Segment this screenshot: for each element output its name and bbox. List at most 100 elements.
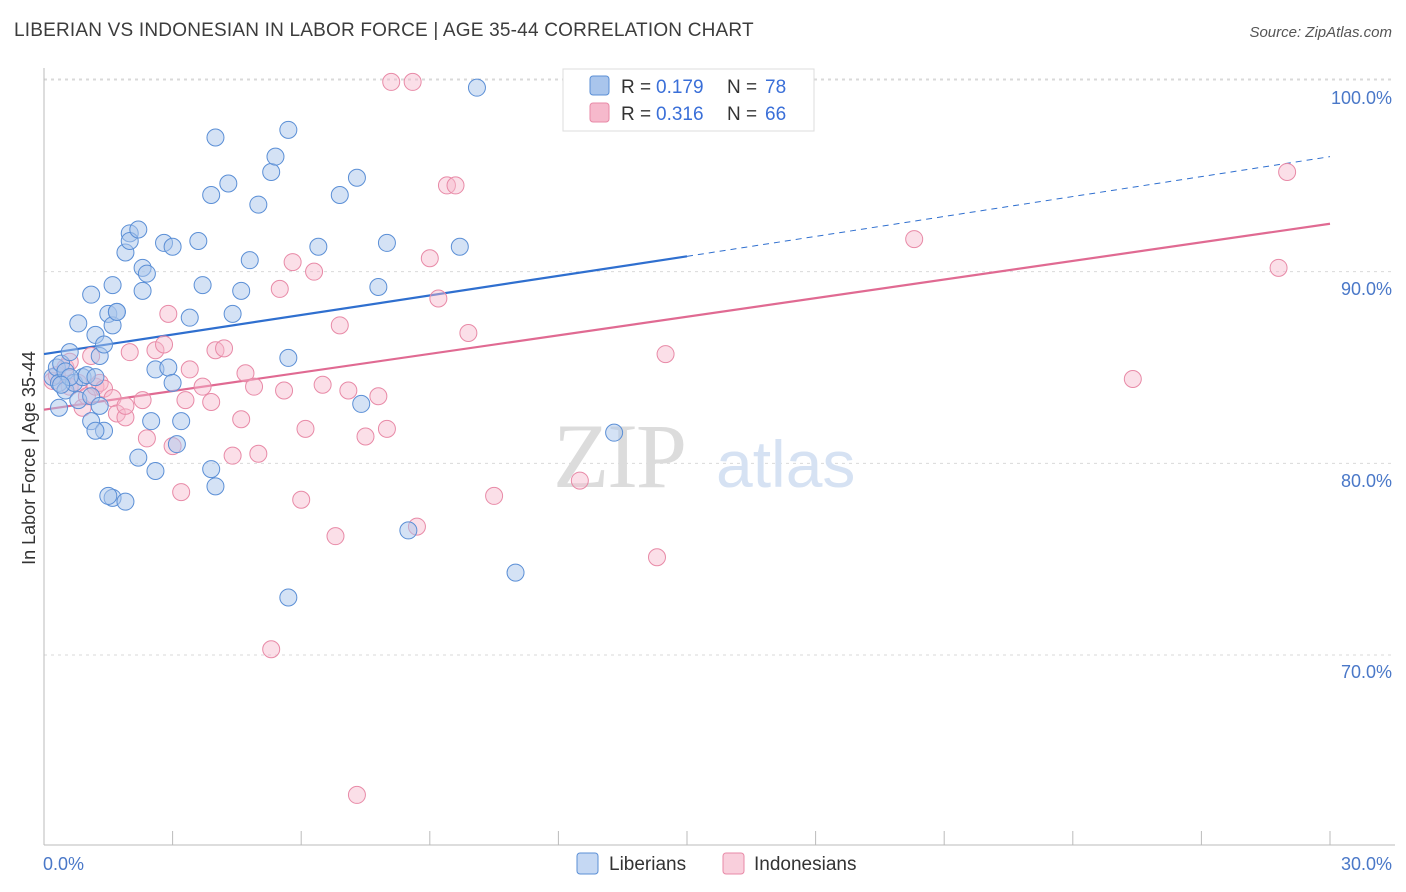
point-indonesians	[382, 72, 401, 91]
point-indonesians	[356, 427, 375, 446]
point-liberians	[347, 168, 366, 187]
y-tick-label: 90.0%	[1341, 279, 1392, 299]
point-liberians	[240, 251, 259, 270]
point-liberians	[52, 375, 71, 394]
point-liberians	[377, 233, 396, 252]
point-indonesians	[146, 341, 165, 360]
point-indonesians	[296, 419, 315, 438]
point-liberians	[50, 398, 69, 417]
point-liberians	[69, 314, 88, 333]
point-liberians	[180, 308, 199, 327]
point-indonesians	[176, 391, 195, 410]
y-tick-label: 100.0%	[1331, 88, 1392, 108]
point-liberians	[223, 304, 242, 323]
x-tick-label-max: 30.0%	[1341, 854, 1392, 874]
point-liberians	[206, 128, 225, 147]
point-liberians	[202, 186, 221, 204]
point-indonesians	[485, 486, 504, 505]
point-indonesians	[236, 364, 255, 383]
point-indonesians	[270, 279, 289, 298]
point-liberians	[232, 281, 251, 300]
point-indonesians	[330, 316, 349, 335]
point-liberians	[129, 448, 148, 467]
y-tick-label: 80.0%	[1341, 471, 1392, 491]
point-indonesians	[420, 249, 439, 268]
legend-r-label: R =	[621, 77, 651, 98]
stats-legend: R = 0.179 N = 78 R = 0.316 N = 66	[562, 68, 815, 132]
point-indonesians	[232, 410, 251, 429]
point-liberians	[90, 396, 109, 415]
point-liberians	[279, 120, 298, 139]
point-liberians	[330, 186, 349, 204]
point-indonesians	[905, 230, 924, 249]
point-liberians	[159, 358, 178, 377]
point-liberians	[133, 281, 152, 300]
point-indonesians	[133, 391, 152, 410]
point-indonesians	[459, 324, 478, 342]
point-liberians	[399, 521, 418, 540]
legend-swatch-indonesians	[589, 102, 610, 123]
point-liberians	[262, 163, 281, 181]
trend-line-liberians-extension	[686, 156, 1331, 257]
point-liberians	[193, 276, 212, 295]
point-indonesians	[339, 381, 358, 400]
point-liberians	[107, 302, 126, 321]
point-indonesians	[215, 339, 234, 358]
point-liberians	[103, 276, 122, 295]
trend-layer	[43, 156, 1331, 411]
trend-line-liberians	[43, 255, 688, 356]
point-liberians	[309, 237, 328, 256]
point-liberians	[266, 147, 285, 166]
x-tick-label-min: 0.0%	[43, 854, 84, 874]
point-indonesians	[292, 490, 311, 509]
axes-layer	[43, 68, 1395, 846]
point-indonesians	[249, 444, 268, 463]
source-credit: Source: ZipAtlas.com	[1249, 24, 1392, 41]
legend-swatch-indonesians	[722, 852, 745, 875]
point-indonesians	[245, 377, 264, 396]
point-indonesians	[172, 483, 191, 502]
legend-swatch-liberians	[576, 852, 599, 875]
point-indonesians	[369, 387, 388, 406]
point-indonesians	[262, 640, 281, 659]
point-liberians	[279, 588, 298, 607]
point-indonesians	[193, 377, 212, 396]
point-indonesians	[377, 419, 396, 438]
chart-title: LIBERIAN VS INDONESIAN IN LABOR FORCE | …	[14, 20, 754, 41]
point-liberians	[60, 343, 79, 362]
point-indonesians	[656, 345, 675, 364]
point-indonesians	[202, 393, 221, 411]
legend-n-value: 66	[765, 104, 786, 125]
point-liberians	[146, 462, 165, 480]
point-indonesians	[403, 72, 422, 91]
legend-r-value: 0.316	[656, 104, 704, 125]
point-liberians	[450, 237, 469, 256]
points-liberians	[43, 78, 624, 607]
point-indonesians	[647, 548, 666, 567]
point-liberians	[206, 477, 225, 496]
point-liberians	[605, 423, 624, 442]
point-liberians	[167, 435, 186, 454]
point-indonesians	[283, 253, 302, 272]
point-indonesians	[116, 396, 135, 415]
y-tick-label: 70.0%	[1341, 662, 1392, 682]
point-indonesians	[223, 446, 242, 465]
point-liberians	[352, 394, 371, 413]
point-indonesians	[1278, 163, 1297, 181]
point-indonesians	[120, 343, 139, 362]
point-liberians	[163, 373, 182, 392]
point-liberians	[163, 237, 182, 256]
point-liberians	[99, 486, 118, 505]
legend-r-label: R =	[621, 104, 651, 125]
point-indonesians	[313, 375, 332, 394]
point-liberians	[82, 285, 101, 304]
point-indonesians	[159, 304, 178, 323]
legend-label-liberians: Liberians	[609, 854, 686, 875]
series-legend: Liberians Indonesians	[576, 852, 856, 875]
point-liberians	[95, 335, 114, 354]
point-liberians	[129, 220, 148, 239]
point-indonesians	[1123, 370, 1142, 388]
point-liberians	[369, 278, 388, 296]
point-liberians	[249, 195, 268, 214]
